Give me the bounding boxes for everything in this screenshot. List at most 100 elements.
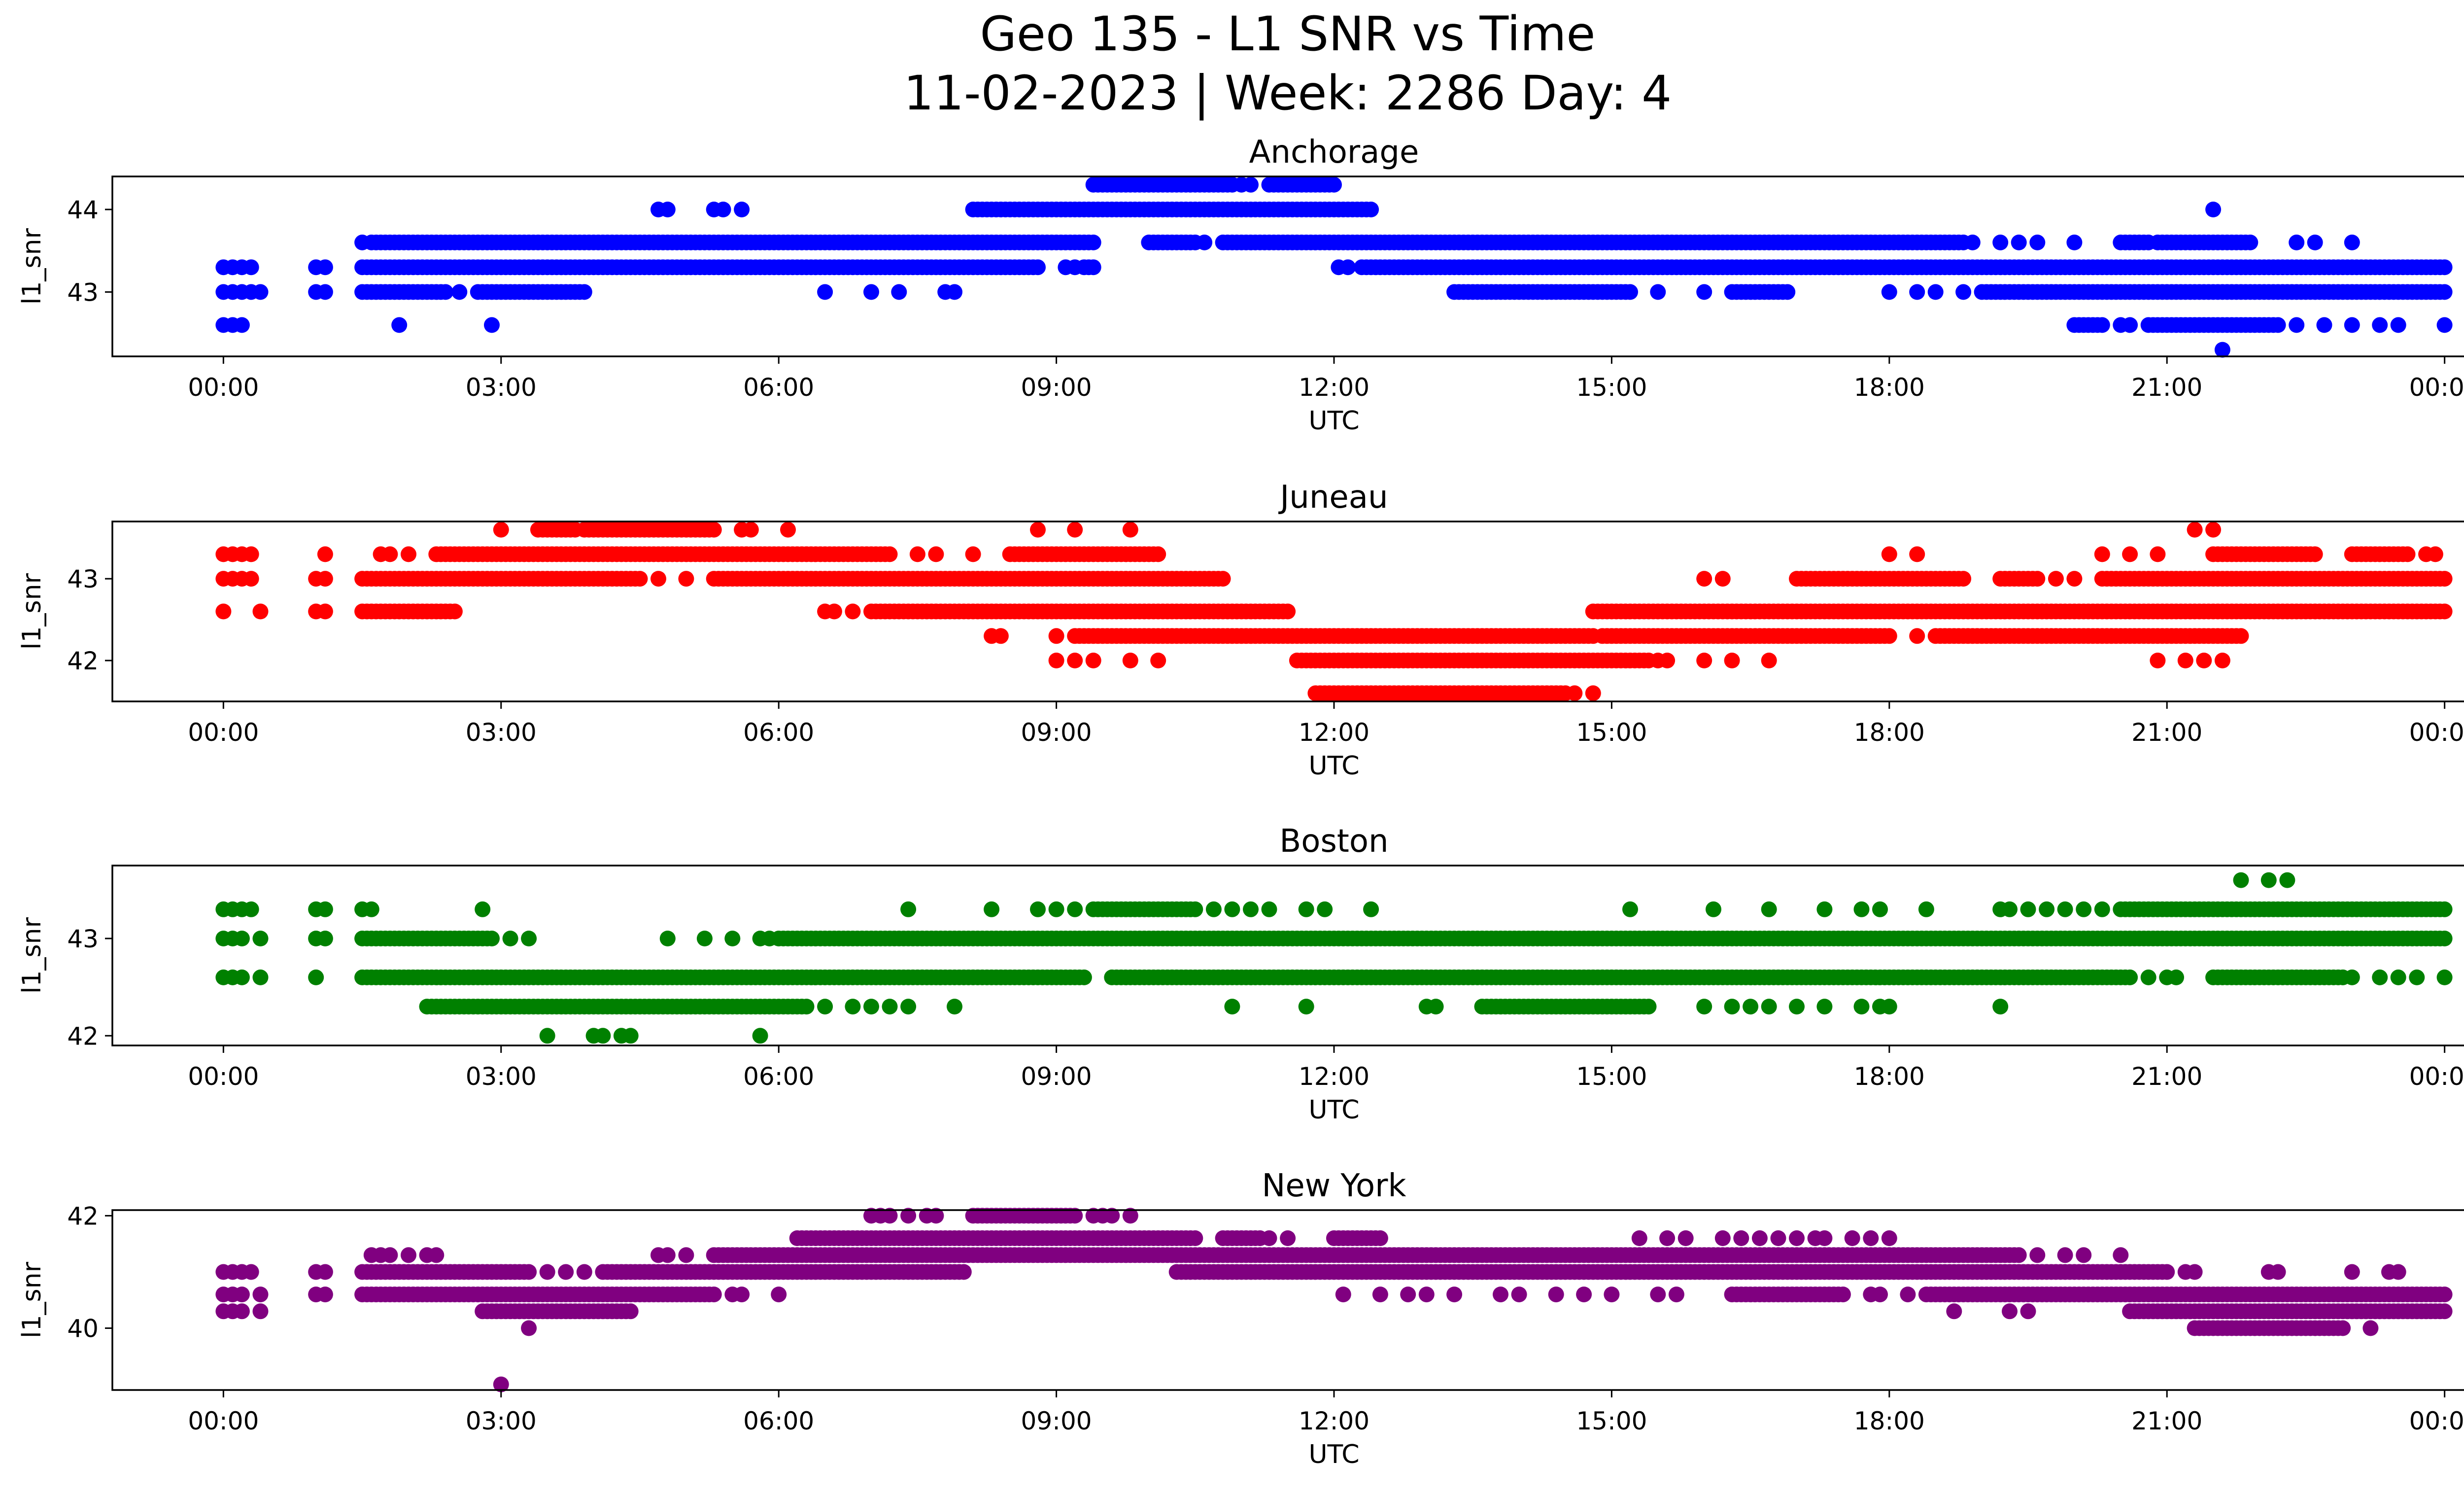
x-tick-label: 00:00 bbox=[188, 1062, 259, 1091]
data-point bbox=[1909, 628, 1925, 644]
data-point bbox=[715, 202, 731, 217]
data-point bbox=[1243, 176, 1259, 193]
data-point bbox=[363, 901, 379, 917]
data-point bbox=[2029, 234, 2046, 250]
x-tick-label: 00:00 bbox=[2409, 373, 2464, 402]
data-point bbox=[2196, 653, 2212, 668]
data-point bbox=[965, 546, 981, 562]
data-point bbox=[2159, 1264, 2175, 1280]
data-point bbox=[1205, 901, 1222, 917]
figure-title: Geo 135 - L1 SNR vs Time bbox=[980, 6, 1596, 62]
data-point bbox=[1641, 999, 1657, 1015]
data-point bbox=[882, 999, 898, 1015]
series-points bbox=[215, 872, 2453, 1044]
data-point bbox=[243, 546, 259, 562]
data-point bbox=[1243, 901, 1259, 917]
x-tick-label: 15:00 bbox=[1576, 718, 1647, 747]
data-point bbox=[2436, 931, 2453, 946]
subplot-title: New York bbox=[1262, 1168, 1406, 1204]
data-point bbox=[1604, 1286, 1620, 1303]
data-point bbox=[493, 522, 509, 538]
data-point bbox=[2436, 259, 2453, 276]
data-point bbox=[817, 999, 833, 1015]
data-point bbox=[2409, 969, 2425, 985]
data-point bbox=[1955, 571, 1972, 587]
x-tick-label: 00:00 bbox=[188, 373, 259, 402]
data-point bbox=[1668, 1286, 1684, 1303]
data-point bbox=[2344, 1264, 2360, 1280]
data-point bbox=[2002, 1303, 2018, 1320]
data-point bbox=[391, 317, 408, 333]
data-point bbox=[659, 202, 676, 217]
data-point bbox=[678, 571, 694, 587]
data-point bbox=[317, 571, 333, 587]
series-points bbox=[215, 1208, 2453, 1392]
data-point bbox=[1659, 653, 1676, 668]
data-point bbox=[1548, 1286, 1564, 1303]
data-point bbox=[900, 901, 917, 917]
data-point bbox=[1335, 1286, 1351, 1303]
x-tick-label: 00:00 bbox=[188, 1407, 259, 1435]
x-tick-label: 18:00 bbox=[1854, 373, 1925, 402]
x-tick-label: 21:00 bbox=[2131, 1062, 2202, 1091]
data-point bbox=[891, 284, 907, 300]
data-point bbox=[521, 931, 537, 946]
data-point bbox=[1724, 653, 1740, 668]
x-tick-label: 03:00 bbox=[466, 1407, 537, 1435]
data-point bbox=[1706, 901, 1721, 917]
data-point bbox=[743, 522, 759, 538]
subplot-title: Juneau bbox=[1278, 479, 1388, 516]
x-tick-label: 15:00 bbox=[1576, 1062, 1647, 1091]
data-point bbox=[2399, 546, 2416, 562]
data-point bbox=[845, 603, 861, 620]
data-point bbox=[1567, 685, 1583, 701]
data-point bbox=[317, 284, 333, 300]
data-point bbox=[761, 931, 778, 946]
data-point bbox=[252, 603, 269, 620]
data-point bbox=[1150, 546, 1166, 562]
data-point bbox=[1872, 901, 1888, 917]
data-point bbox=[1085, 653, 1101, 668]
data-point bbox=[1780, 284, 1796, 300]
data-point bbox=[1714, 571, 1731, 587]
x-tick-label: 12:00 bbox=[1299, 373, 1369, 402]
data-point bbox=[2270, 317, 2286, 333]
data-point bbox=[1881, 284, 1897, 300]
x-tick-label: 12:00 bbox=[1299, 1062, 1369, 1091]
data-point bbox=[382, 546, 398, 562]
data-point bbox=[1650, 284, 1666, 300]
data-point bbox=[382, 1247, 398, 1263]
y-tick-label: 42 bbox=[67, 647, 99, 675]
y-tick-label: 42 bbox=[67, 1022, 99, 1050]
data-point bbox=[1659, 1230, 1676, 1246]
data-point bbox=[1280, 603, 1296, 620]
data-point bbox=[928, 546, 944, 562]
x-axis-label: UTC bbox=[1308, 1095, 1359, 1125]
x-tick-label: 00:00 bbox=[2409, 718, 2464, 747]
data-point bbox=[2113, 1247, 2129, 1263]
data-point bbox=[1992, 234, 2009, 250]
data-point bbox=[734, 1286, 750, 1303]
y-axis-label: l1_snr bbox=[17, 228, 47, 305]
data-point bbox=[234, 1303, 250, 1320]
data-point bbox=[863, 999, 879, 1015]
data-point bbox=[539, 1264, 555, 1280]
data-point bbox=[2427, 546, 2443, 562]
data-point bbox=[1215, 571, 1231, 587]
x-tick-label: 18:00 bbox=[1854, 718, 1925, 747]
data-point bbox=[2122, 546, 2138, 562]
data-point bbox=[1863, 1230, 1879, 1246]
data-point bbox=[1761, 999, 1777, 1015]
data-point bbox=[502, 931, 518, 946]
data-point bbox=[252, 1286, 269, 1303]
data-point bbox=[451, 284, 468, 300]
y-tick-label: 42 bbox=[67, 1202, 99, 1230]
data-point bbox=[438, 284, 454, 300]
data-point bbox=[659, 1247, 676, 1263]
data-point bbox=[1696, 571, 1712, 587]
figure-subtitle: 11-02-2023 | Week: 2286 Day: 4 bbox=[904, 66, 1672, 121]
data-point bbox=[1187, 901, 1203, 917]
x-tick-label: 15:00 bbox=[1576, 373, 1647, 402]
data-point bbox=[1992, 999, 2009, 1015]
